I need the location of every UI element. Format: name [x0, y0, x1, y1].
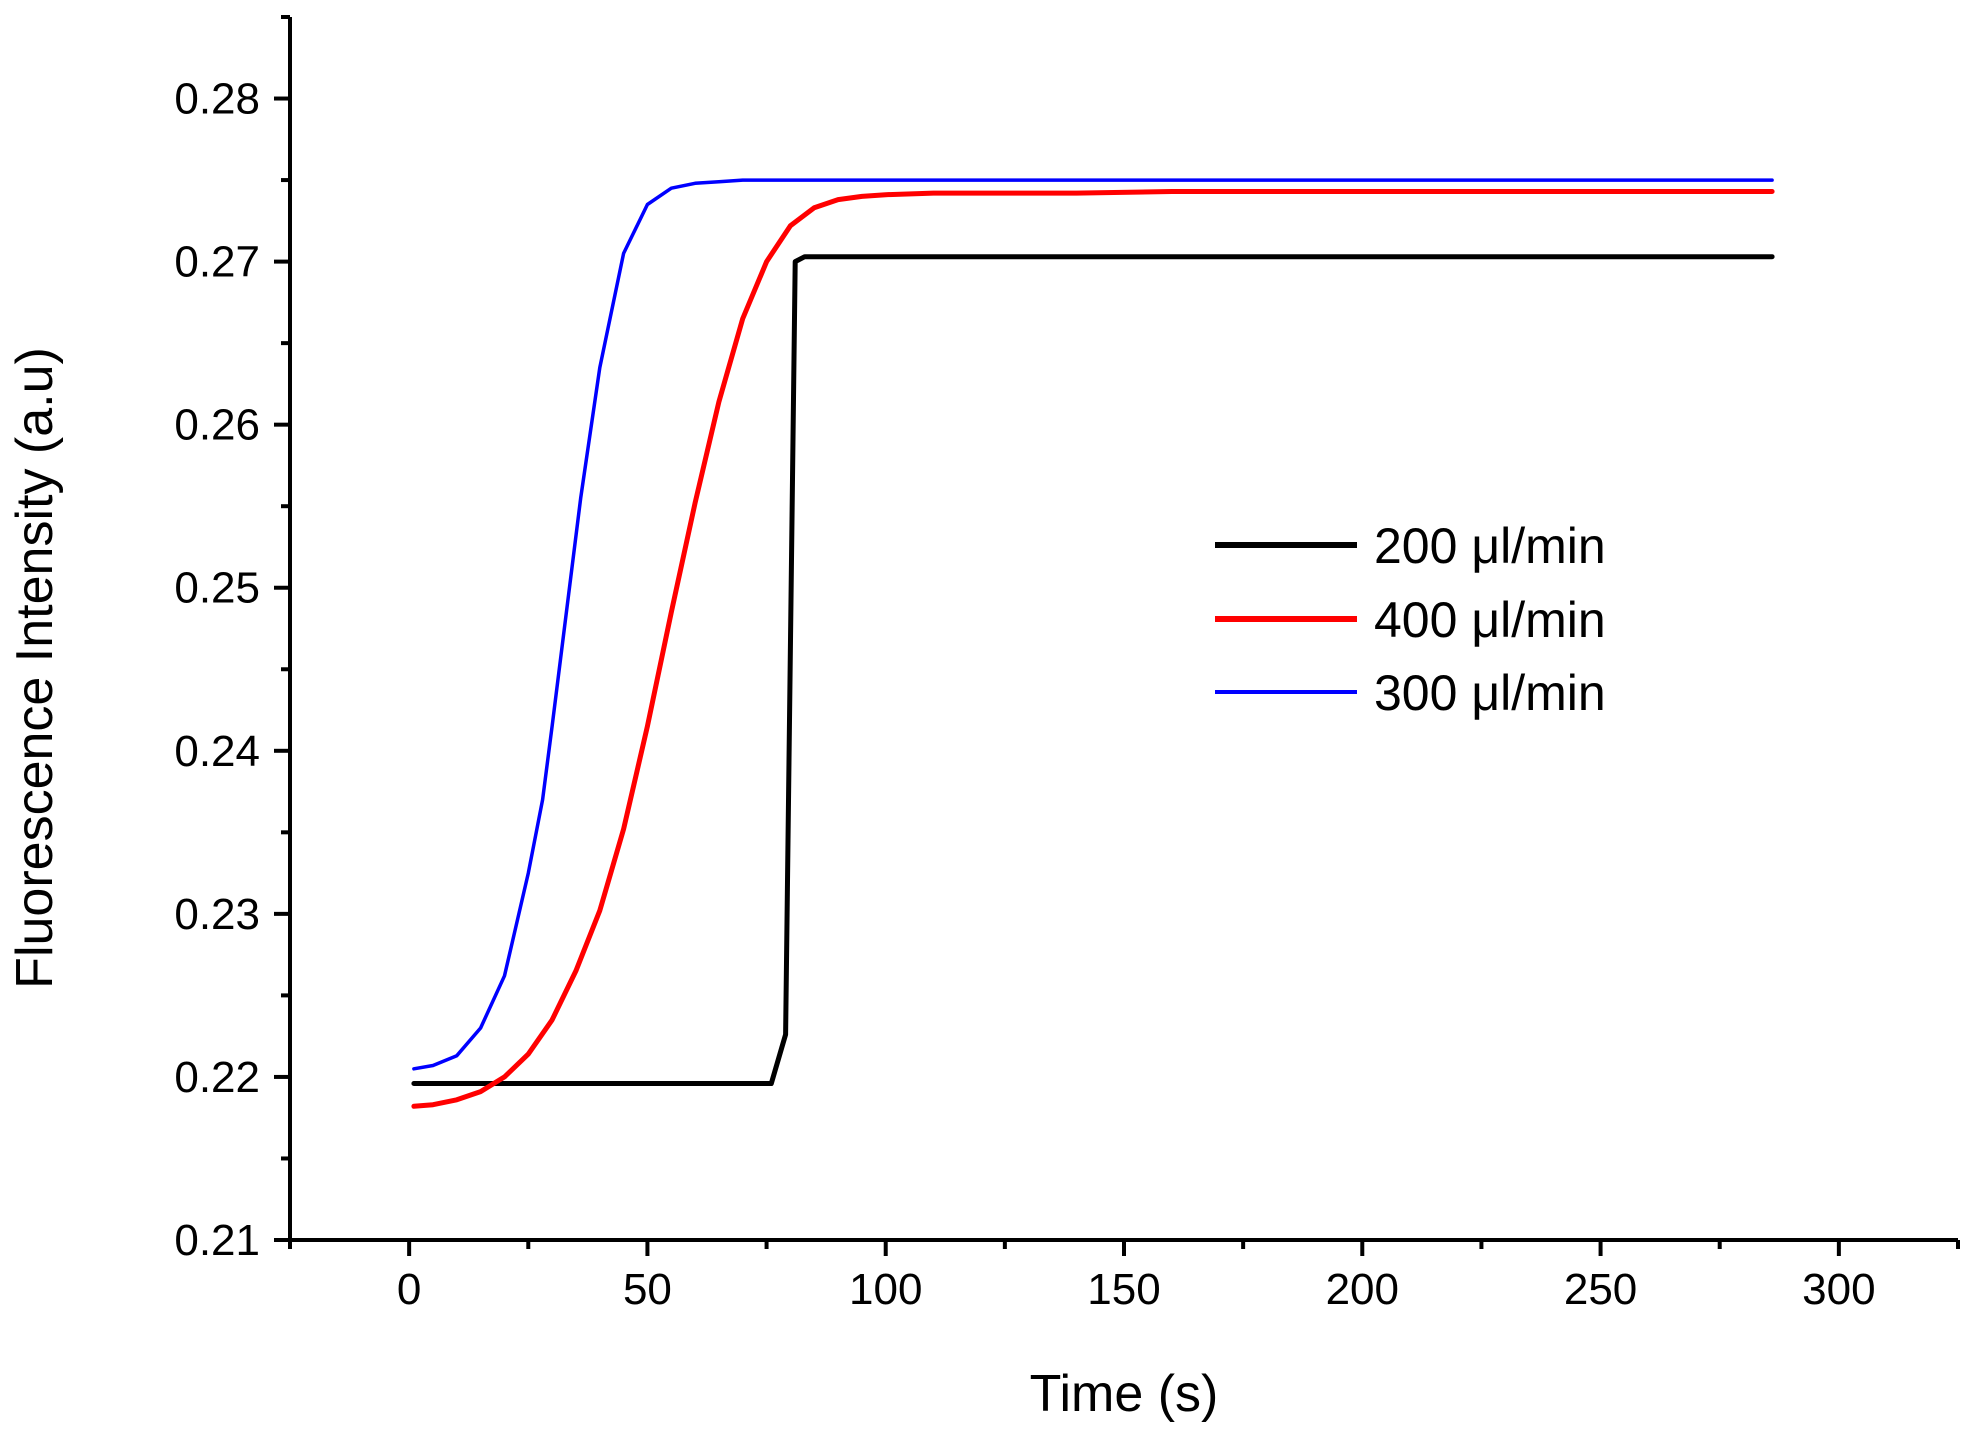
series-line-300 [412, 178, 1774, 1071]
series-line-400 [411, 189, 1775, 1109]
legend-label-300: 300 μl/min [1374, 665, 1606, 721]
y-tick-label: 0.24 [174, 727, 260, 776]
ticks: 0 50 100 150 200 250 300 0.21 0.22 0.23 0.24 0.25 0.… [174, 15, 1960, 1314]
x-tick-label: 0 [397, 1265, 421, 1314]
y-tick-label: 0.28 [174, 75, 260, 124]
x-tick-label: 50 [623, 1265, 672, 1314]
x-tick-label: 300 [1802, 1265, 1875, 1314]
x-tick-label: 100 [849, 1265, 922, 1314]
axes [288, 17, 1958, 1242]
y-axis-title: Fluorescence Intensity (a.u) [6, 347, 64, 989]
y-tick-label: 0.26 [174, 401, 260, 450]
legend-label-200: 200 μl/min [1374, 518, 1606, 574]
y-tick-label: 0.22 [174, 1053, 260, 1102]
y-tick-label: 0.23 [174, 890, 260, 939]
y-tick-label: 0.25 [174, 564, 260, 613]
x-tick-label: 150 [1087, 1265, 1160, 1314]
y-tick-label: 0.21 [174, 1216, 260, 1265]
series-line-200 [411, 254, 1775, 1086]
x-tick-label: 200 [1326, 1265, 1399, 1314]
y-tick-label: 0.27 [174, 238, 260, 287]
series-layer [411, 178, 1775, 1109]
legend-label-400: 400 μl/min [1374, 592, 1606, 648]
x-axis-title: Time (s) [1030, 1365, 1219, 1423]
x-tick-label: 250 [1564, 1265, 1637, 1314]
legend: 200 μl/min 400 μl/min 300 μl/min [1215, 518, 1606, 721]
